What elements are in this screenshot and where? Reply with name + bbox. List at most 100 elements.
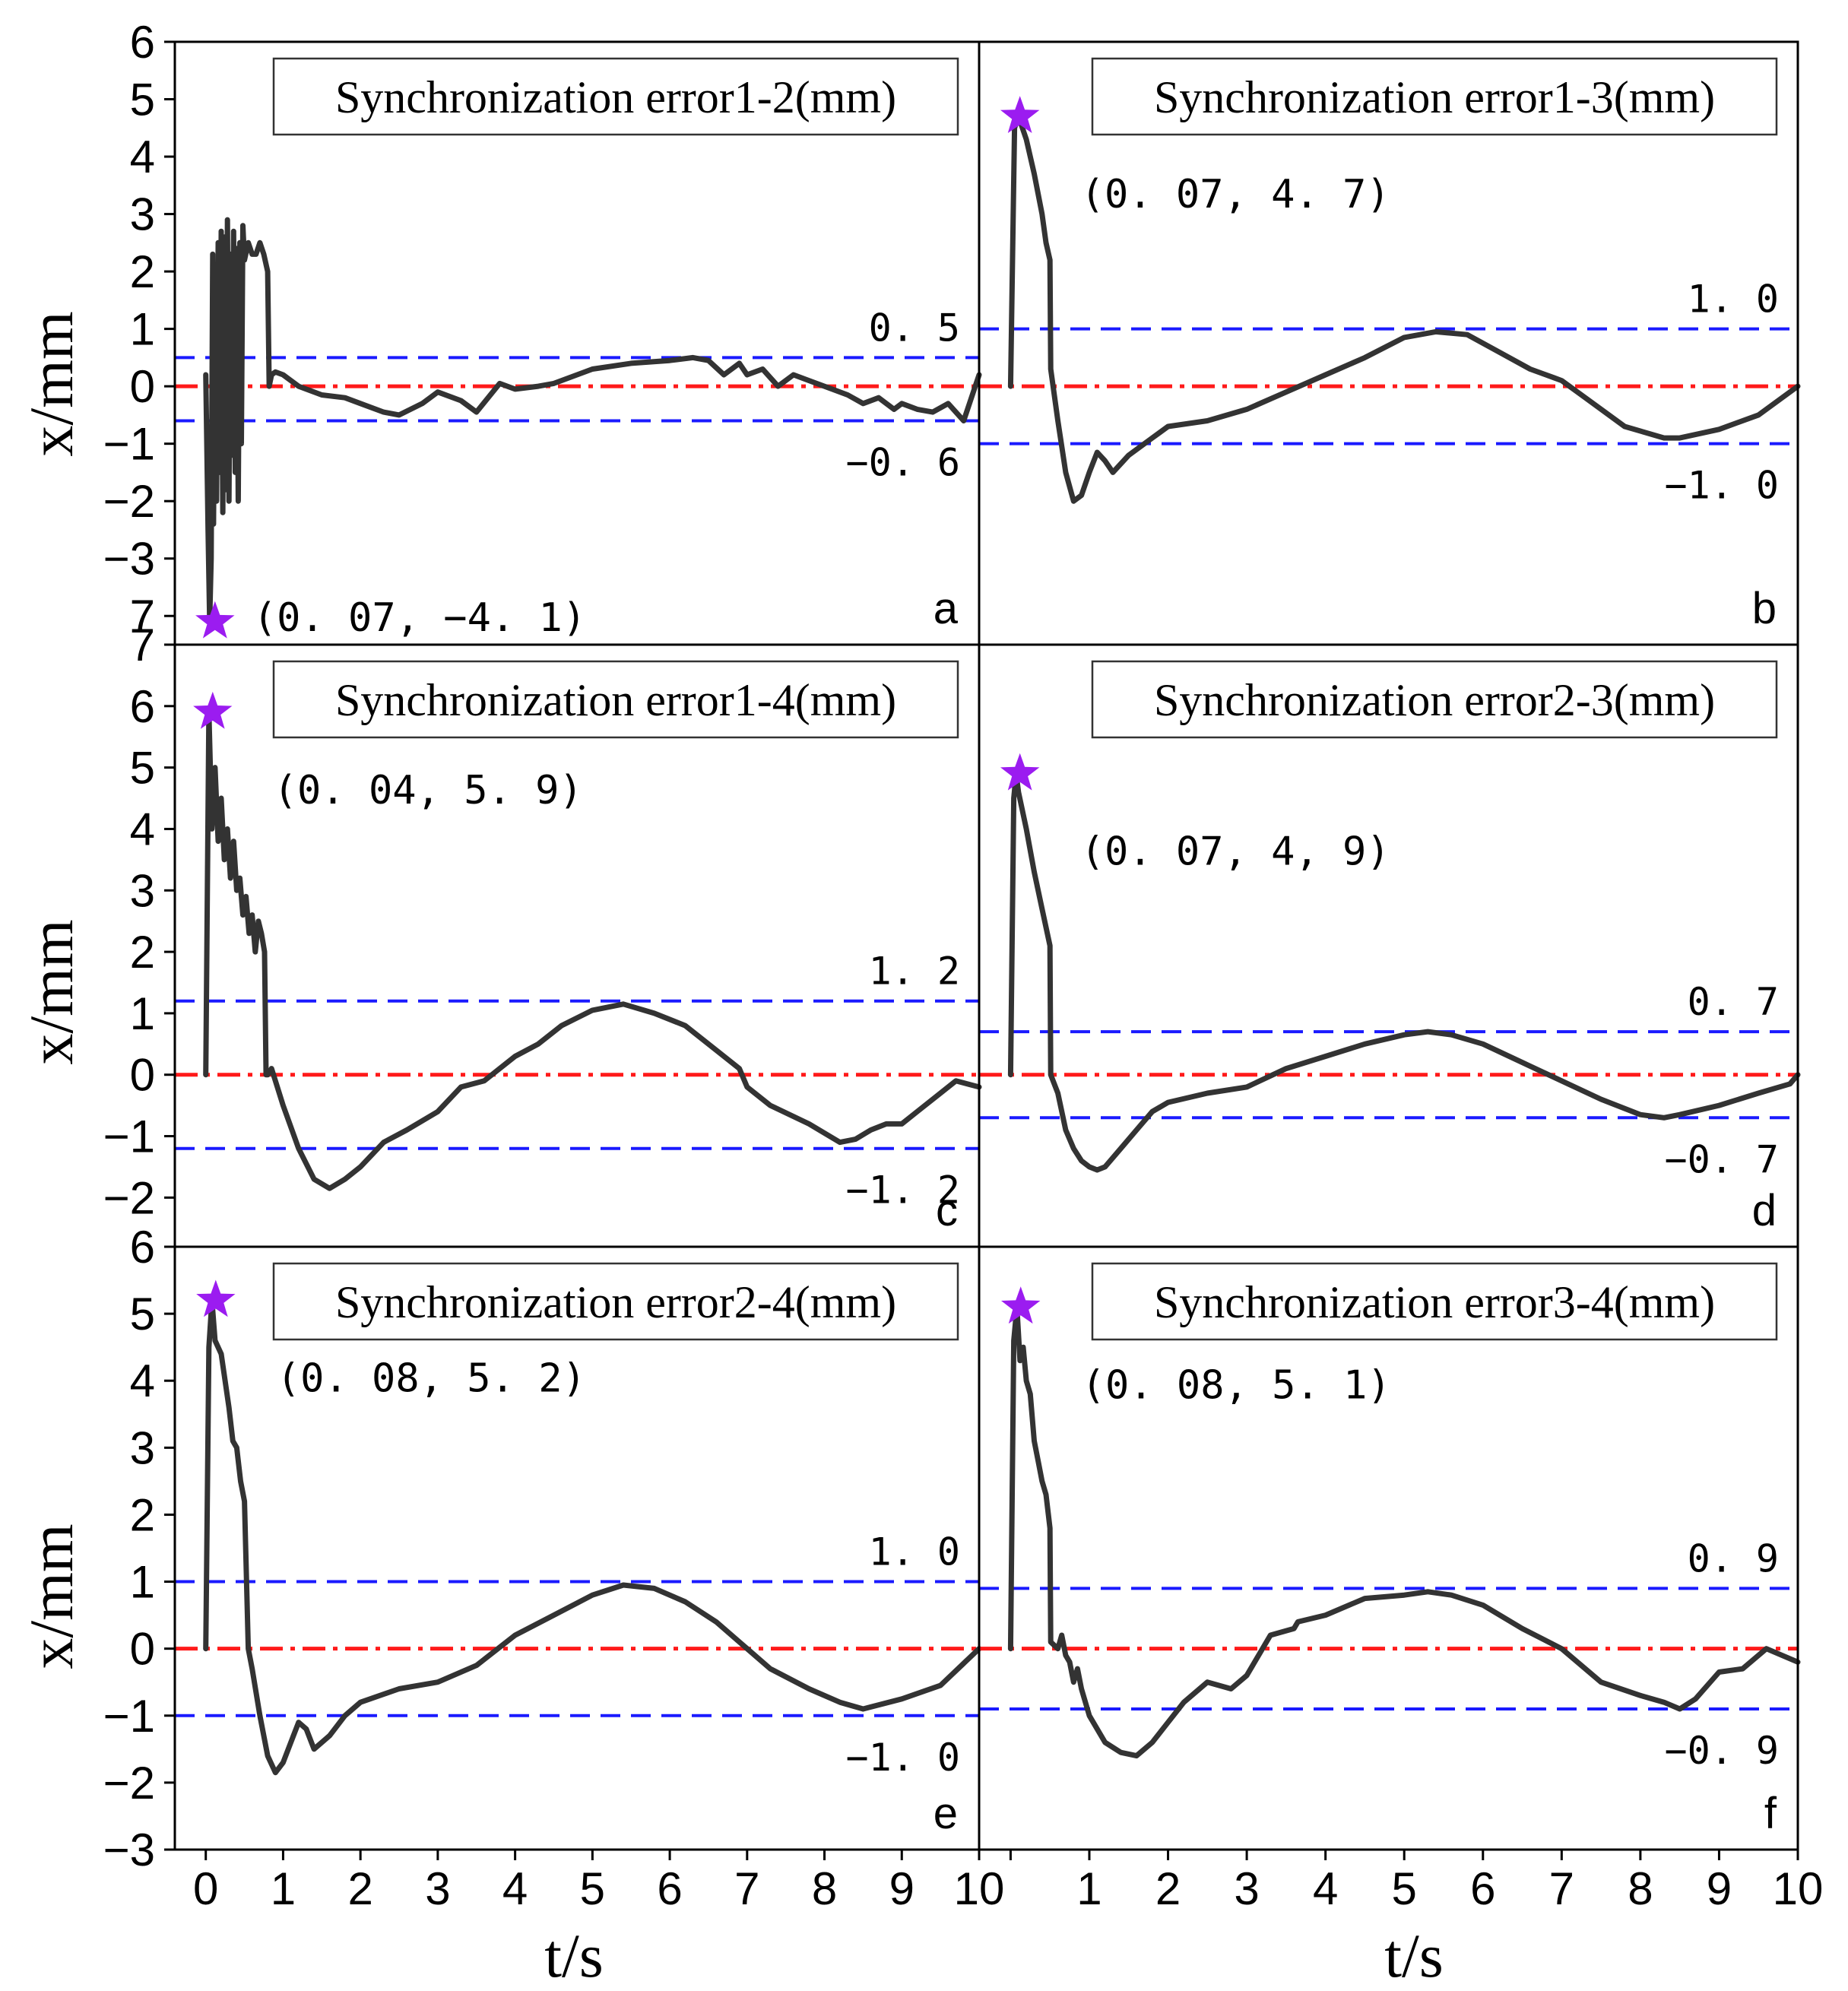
title-box xyxy=(272,57,959,136)
panel-a: 0. 5 −0. 6 (0. 07, −4. 1) Synchronization e… xyxy=(103,17,982,646)
title-box xyxy=(272,1262,959,1341)
panel-title: Synchronization error3-4(mm) xyxy=(1154,1277,1715,1327)
error-curve xyxy=(203,217,982,625)
error-curve xyxy=(203,1298,982,1776)
x-tick-label: 10 xyxy=(1773,1863,1824,1914)
title-box xyxy=(1091,57,1778,136)
y-tick-label: 1 xyxy=(130,304,155,355)
error-curve xyxy=(1007,113,1801,504)
plot-frame xyxy=(978,1245,1799,1851)
error-curve xyxy=(203,709,982,1191)
panel-e: 1. 0 −1. 0 (0. 08, 5. 2) Synchronization er… xyxy=(103,1222,1005,1914)
y-tick-label: 3 xyxy=(130,865,155,916)
panel-letter: e xyxy=(934,1789,958,1838)
panel-title: Synchronization error1-3(mm) xyxy=(1154,72,1715,122)
upper-bound-label: 0. 5 xyxy=(869,306,960,350)
y-tick-label: 7 xyxy=(130,591,155,642)
y-axis-label-top: x/mm xyxy=(17,311,86,456)
peak-star-icon xyxy=(1000,96,1040,133)
y-tick-label: −2 xyxy=(103,1758,155,1809)
y-tick-label: 5 xyxy=(130,75,155,125)
peak-star-icon xyxy=(193,691,233,729)
error-curve xyxy=(1007,1304,1801,1759)
x-tick-label: 6 xyxy=(657,1863,682,1914)
x-tick-label: 7 xyxy=(1549,1863,1574,1914)
upper-bound-label: 1. 0 xyxy=(1688,277,1779,322)
panels: 0. 5 −0. 6 (0. 07, −4. 1) Synchronization e… xyxy=(103,17,1824,1914)
panel-b: 1. 0 −1. 0 (0. 07, 4. 7) Synchronization er… xyxy=(978,40,1801,646)
y-tick-label: 0 xyxy=(130,1050,155,1101)
x-tick-label: 1 xyxy=(271,1863,296,1914)
lower-bound-label: −0. 7 xyxy=(1664,1137,1779,1181)
y-tick-label: −1 xyxy=(103,1111,155,1162)
x-tick-label: 5 xyxy=(1392,1863,1417,1914)
y-axis-label-middle: x/mm xyxy=(17,919,86,1064)
title-box xyxy=(1091,1262,1778,1341)
peak-label: (0. 08, 5. 1) xyxy=(1082,1362,1391,1408)
y-tick-label: 0 xyxy=(130,361,155,412)
y-tick-label: 2 xyxy=(130,1489,155,1540)
y-tick-label: 3 xyxy=(130,189,155,240)
y-tick-label: 1 xyxy=(130,1557,155,1608)
lower-bound-label: −1. 0 xyxy=(845,1736,960,1780)
lower-bound-label: −1. 0 xyxy=(1664,464,1779,508)
y-tick-label: 5 xyxy=(130,1289,155,1339)
x-tick-label: 0 xyxy=(193,1863,218,1914)
panel-letter: c xyxy=(936,1186,958,1235)
y-tick-label: −3 xyxy=(103,1825,155,1875)
x-tick-label: 9 xyxy=(889,1863,914,1914)
x-tick-label: 4 xyxy=(1313,1863,1338,1914)
y-tick-label: 0 xyxy=(130,1624,155,1675)
peak-label: (0. 04, 5. 9) xyxy=(274,768,583,813)
peak-label: (0. 07, −4. 1) xyxy=(253,595,586,641)
upper-bound-label: 0. 9 xyxy=(1688,1536,1779,1580)
panel-letter: b xyxy=(1752,584,1777,633)
y-tick-label: 4 xyxy=(130,132,155,182)
x-tick-label: 3 xyxy=(1234,1863,1259,1914)
x-tick-label: 2 xyxy=(1155,1863,1181,1914)
title-box xyxy=(272,660,959,739)
peak-star-icon xyxy=(1000,753,1040,791)
peak-star-icon xyxy=(196,1279,236,1317)
x-tick-label: 6 xyxy=(1470,1863,1495,1914)
peak-star-icon xyxy=(195,601,235,639)
upper-bound-label: 1. 0 xyxy=(869,1530,960,1574)
upper-bound-label: 1. 2 xyxy=(869,950,960,994)
x-tick-label: 8 xyxy=(1628,1863,1653,1914)
y-tick-label: 6 xyxy=(130,1222,155,1273)
panel-d: 0. 7 −0. 7 (0. 07, 4, 9) Synchronization er… xyxy=(978,643,1801,1248)
panel-letter: f xyxy=(1764,1789,1777,1838)
upper-bound-label: 0. 7 xyxy=(1688,980,1779,1024)
y-tick-label: 1 xyxy=(130,988,155,1039)
y-tick-label: −1 xyxy=(103,419,155,470)
panel-c: 1. 2 −1. 2 (0. 04, 5. 9) Synchronization er… xyxy=(103,620,982,1248)
y-tick-label: −3 xyxy=(103,534,155,585)
panel-letter: d xyxy=(1752,1186,1777,1235)
x-axis-label-left: t/s xyxy=(544,1921,603,1990)
x-tick-label: 5 xyxy=(580,1863,605,1914)
title-box xyxy=(1091,660,1778,739)
y-tick-label: −2 xyxy=(103,476,155,527)
y-tick-label: 5 xyxy=(130,743,155,794)
y-axis-label-bottom: x/mm xyxy=(17,1523,86,1669)
peak-star-icon xyxy=(1001,1286,1041,1324)
peak-label: (0. 07, 4, 9) xyxy=(1081,829,1390,875)
x-tick-label: 7 xyxy=(734,1863,759,1914)
panel-title: Synchronization error1-2(mm) xyxy=(335,72,896,122)
peak-label: (0. 08, 5. 2) xyxy=(277,1355,586,1401)
x-tick-label: 2 xyxy=(347,1863,372,1914)
panel-letter: a xyxy=(934,584,959,633)
lower-bound-label: −0. 6 xyxy=(845,440,960,484)
panel-f: 0. 9 −0. 9 (0. 08, 5. 1) Synchronization er… xyxy=(978,1245,1824,1914)
y-tick-label: 2 xyxy=(130,927,155,978)
panel-title: Synchronization error1-4(mm) xyxy=(335,675,896,725)
x-tick-label: 10 xyxy=(954,1863,1005,1914)
y-tick-label: 3 xyxy=(130,1422,155,1473)
y-tick-label: 7 xyxy=(130,620,155,671)
panel-title: Synchronization error2-4(mm) xyxy=(335,1277,896,1327)
x-tick-label: 4 xyxy=(502,1863,528,1914)
y-tick-label: 2 xyxy=(130,246,155,297)
x-tick-label: 1 xyxy=(1076,1863,1102,1914)
x-tick-label: 8 xyxy=(812,1863,837,1914)
